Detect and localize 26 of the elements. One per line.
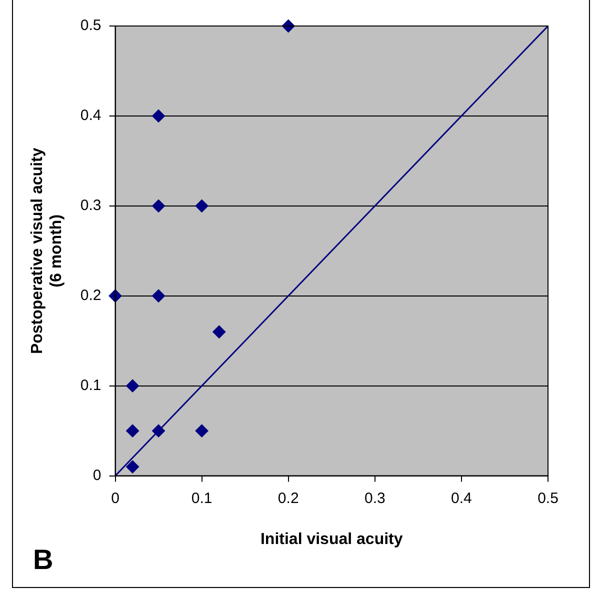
x-tick-label: 0.3 bbox=[364, 490, 386, 507]
y-tick-label: 0.3 bbox=[80, 197, 102, 214]
y-tick-label: 0.2 bbox=[80, 287, 102, 304]
point bbox=[152, 199, 166, 212]
x-tick-label: 0.5 bbox=[538, 490, 558, 507]
point bbox=[195, 199, 208, 212]
x-tick-label: 0 bbox=[111, 490, 120, 507]
point bbox=[152, 109, 166, 122]
point bbox=[152, 424, 166, 438]
y-tick-label: 0.5 bbox=[80, 17, 102, 34]
text: B bbox=[33, 544, 54, 575]
point bbox=[152, 289, 166, 302]
point bbox=[126, 379, 140, 392]
y-tick-label: 0.1 bbox=[80, 376, 102, 394]
x-axis-title: Initial visual acuity bbox=[260, 530, 403, 548]
x-tick-label: 0.4 bbox=[451, 490, 472, 507]
point bbox=[212, 325, 226, 338]
x-tick-label: 0.1 bbox=[191, 490, 212, 507]
y-axis-title: Postoperative visual acuity (6 month) bbox=[29, 148, 66, 354]
point bbox=[126, 424, 140, 438]
point bbox=[126, 460, 140, 474]
x-tick-label: 0.2 bbox=[278, 490, 299, 507]
point bbox=[195, 424, 208, 438]
y-tick-label: 0.4 bbox=[80, 107, 102, 124]
point bbox=[108, 289, 122, 302]
y-tick-label: 0 bbox=[92, 466, 102, 484]
